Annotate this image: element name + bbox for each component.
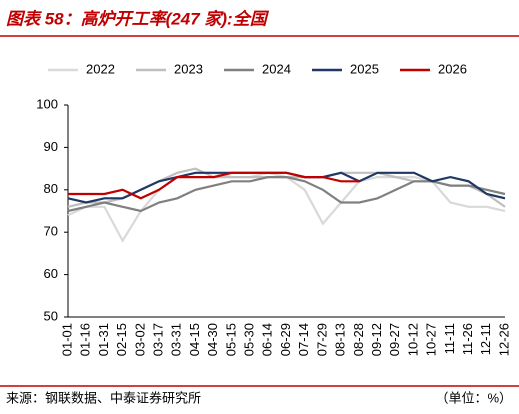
line-series — [68, 171, 360, 200]
x-tick-label: 03-02 — [132, 323, 147, 356]
x-tick-label: 03-17 — [150, 323, 165, 356]
x-tick-label: 10-12 — [405, 323, 420, 356]
x-tick-label: 08-28 — [351, 323, 366, 356]
x-tick-label: 11-26 — [460, 323, 475, 355]
source: 来源：钢联数据、中泰证券研究所 — [6, 390, 201, 405]
x-tick-label: 07-29 — [314, 323, 329, 356]
y-tick-label: 70 — [44, 224, 58, 239]
x-tick-label: 03-31 — [169, 323, 184, 356]
legend-label: 2024 — [262, 61, 291, 76]
legend-label: 2023 — [174, 61, 203, 76]
chart-title: 图表 58：高炉开工率(247 家):全国 — [6, 9, 270, 28]
x-tick-label: 08-13 — [333, 323, 348, 356]
x-tick-label: 02-15 — [114, 323, 129, 356]
x-tick-label: 04-30 — [205, 323, 220, 356]
x-tick-label: 09-12 — [369, 323, 384, 356]
y-tick-label: 90 — [44, 139, 58, 154]
x-tick-label: 11-11 — [442, 323, 457, 354]
x-tick-label: 09-27 — [387, 323, 402, 356]
y-tick-label: 80 — [44, 181, 58, 196]
x-tick-label: 04-15 — [187, 323, 202, 356]
x-tick-label: 01-31 — [96, 323, 111, 356]
y-tick-label: 60 — [44, 266, 58, 281]
legend-label: 2025 — [350, 61, 379, 76]
x-tick-label: 05-30 — [242, 323, 257, 356]
y-tick-label: 50 — [44, 308, 58, 323]
x-tick-label: 06-14 — [260, 323, 275, 356]
x-tick-label: 07-14 — [296, 323, 311, 356]
x-tick-label: 10-27 — [424, 323, 439, 356]
x-tick-label: 01-16 — [78, 323, 93, 356]
line-series — [67, 167, 506, 208]
unit-note: （单位：%） — [435, 390, 512, 405]
x-tick-label: 05-15 — [223, 323, 238, 356]
x-tick-label: 01-01 — [59, 323, 74, 356]
y-tick-label: 100 — [36, 96, 58, 111]
legend-label: 2026 — [438, 61, 467, 76]
x-tick-label: 12-26 — [496, 323, 511, 356]
legend-label: 2022 — [86, 61, 115, 76]
x-tick-label: 06-29 — [278, 323, 293, 356]
x-tick-label: 12-11 — [478, 323, 493, 355]
